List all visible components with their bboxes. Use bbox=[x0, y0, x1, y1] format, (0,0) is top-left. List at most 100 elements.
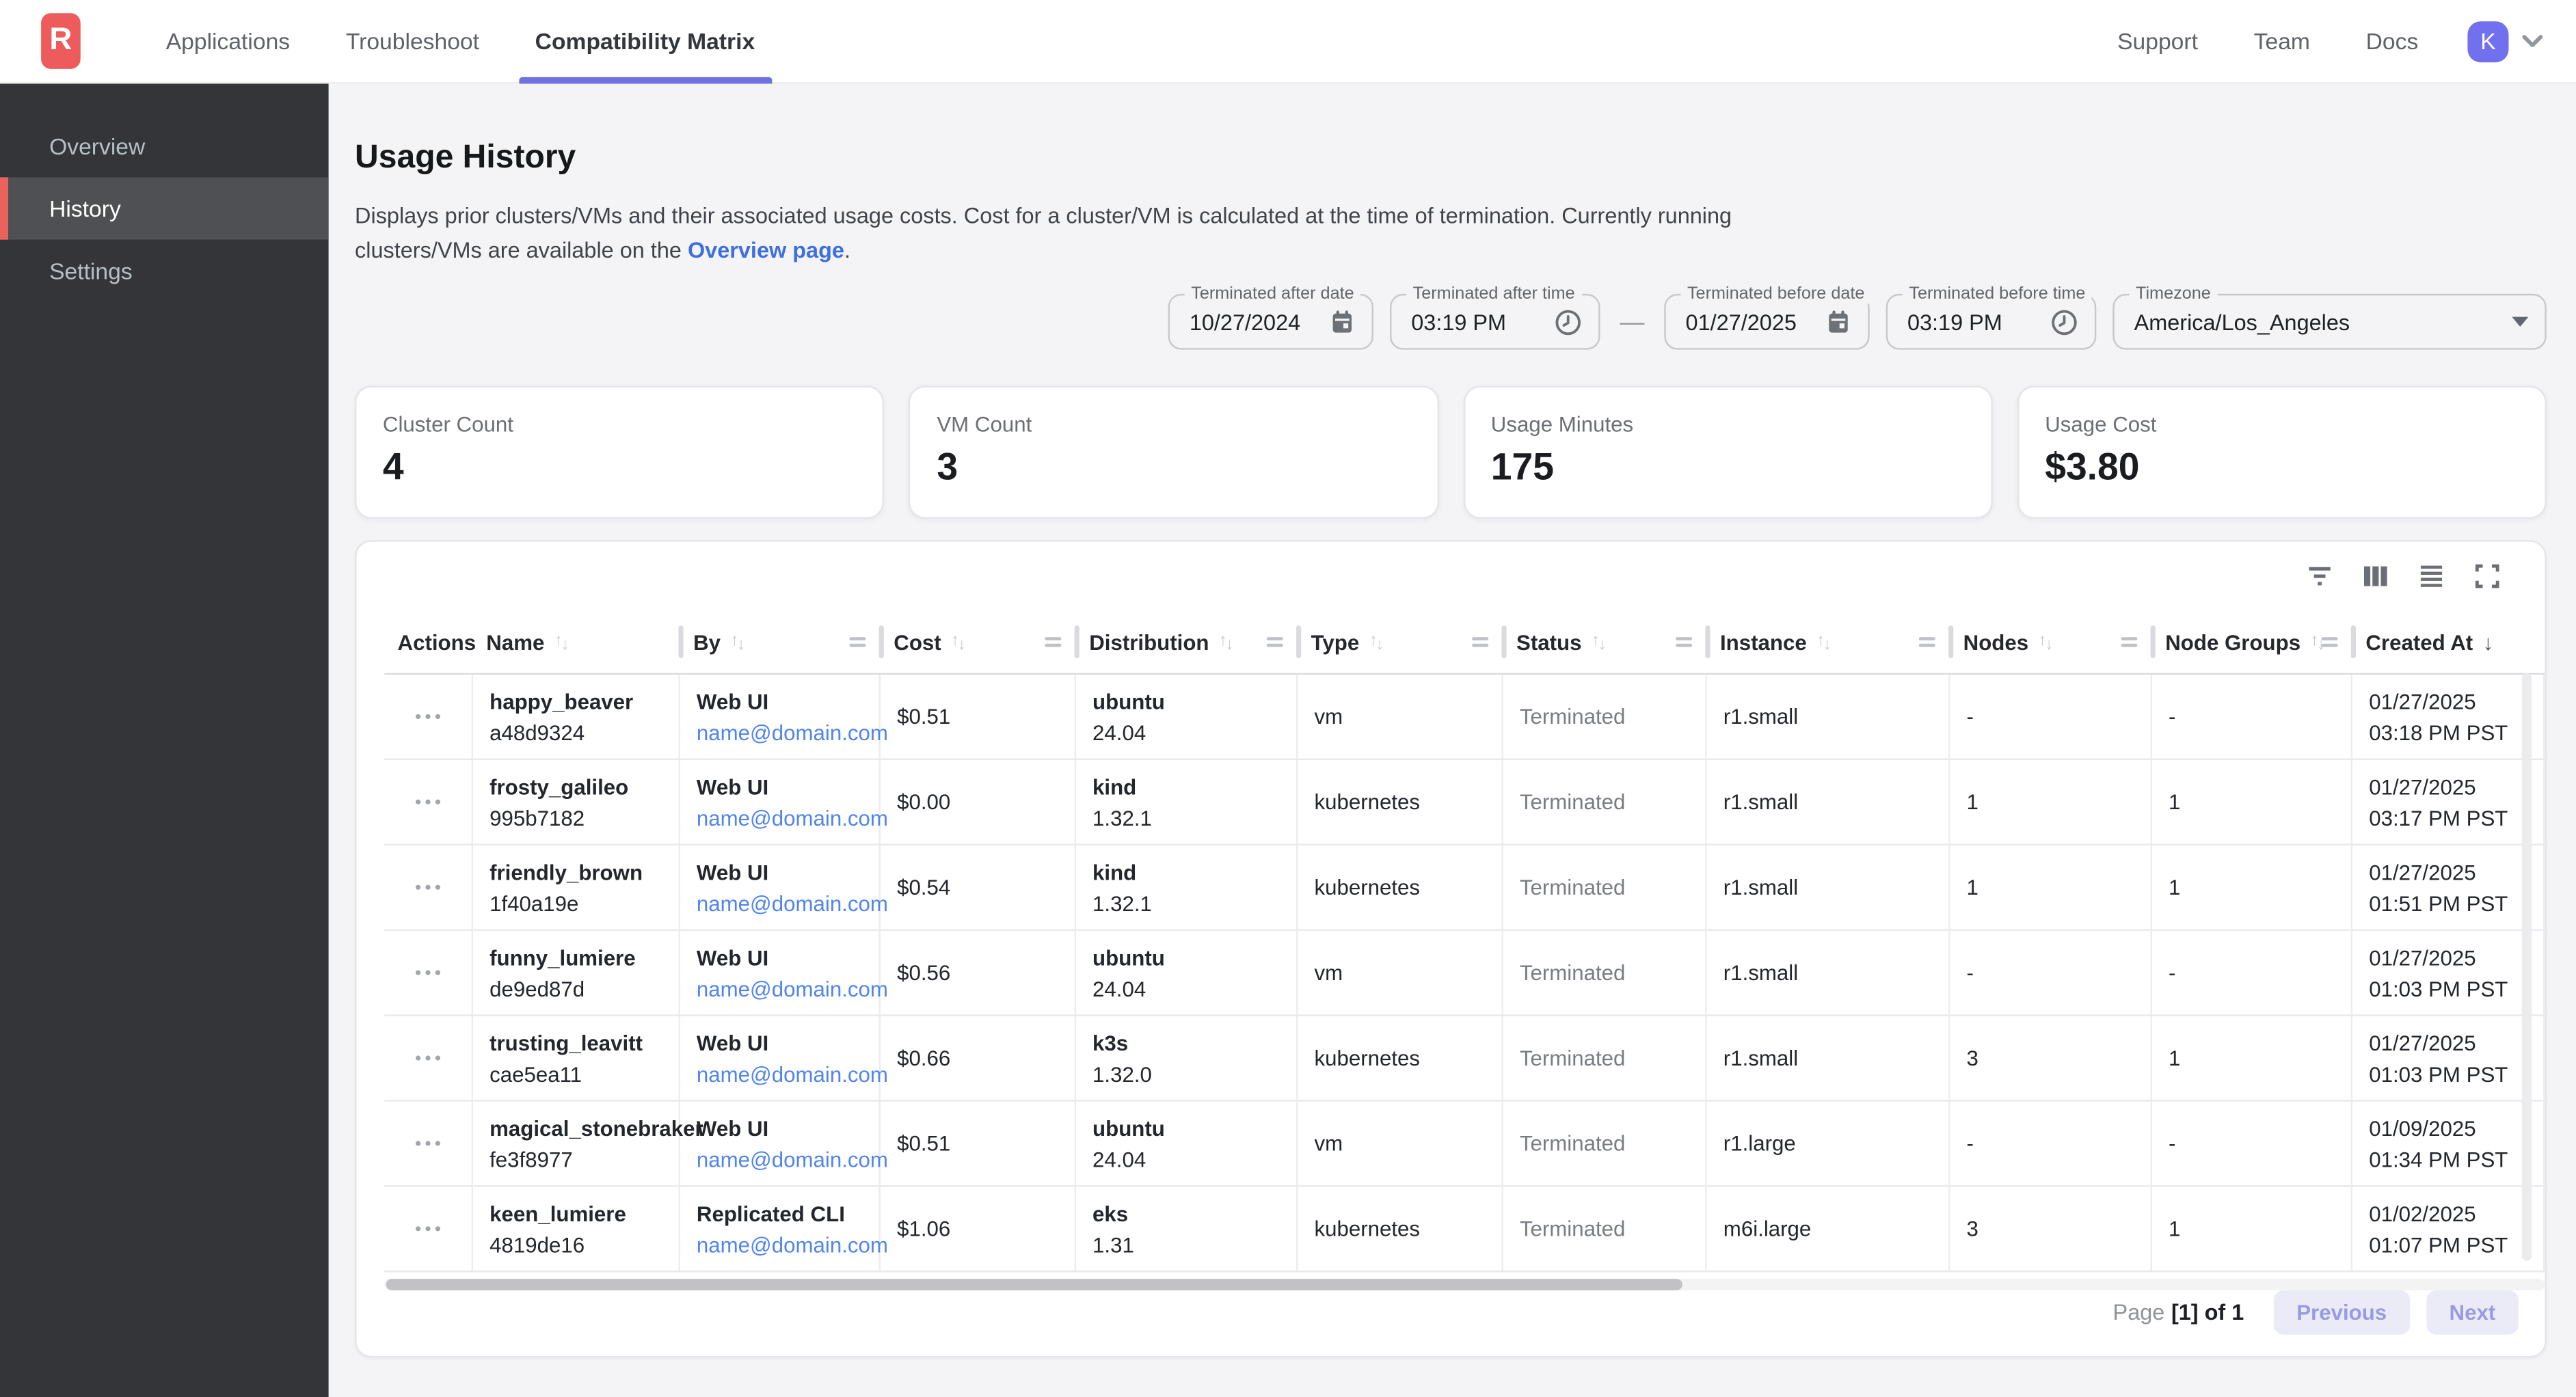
avatar[interactable]: K bbox=[2467, 21, 2509, 62]
column-resize-handle[interactable] bbox=[2121, 637, 2138, 647]
column-header-nodes[interactable]: Nodes ↑ ↓ bbox=[1950, 610, 2155, 673]
tab-compatibility-matrix[interactable]: Compatibility Matrix bbox=[507, 0, 783, 83]
pagination: Page [1] of 1 Previous Next bbox=[2113, 1290, 2519, 1335]
row-actions-button[interactable] bbox=[409, 875, 447, 900]
creator-email-link[interactable]: name@domain.com bbox=[696, 720, 888, 745]
creator-email-link[interactable]: name@domain.com bbox=[696, 1232, 888, 1257]
filter-icon[interactable] bbox=[2305, 561, 2334, 591]
column-separator[interactable] bbox=[1947, 625, 1953, 659]
instance: r1.small bbox=[1723, 704, 1799, 729]
distribution-version: 1.32.0 bbox=[1092, 1061, 1152, 1086]
sort-desc-icon: ↓ bbox=[2482, 629, 2494, 655]
column-header-node-groups[interactable]: Node Groups↑↓ bbox=[2152, 610, 2355, 673]
density-icon[interactable] bbox=[2417, 561, 2446, 591]
horizontal-scrollbar[interactable] bbox=[384, 1279, 2545, 1290]
column-separator[interactable] bbox=[1073, 625, 1079, 659]
nav-link-support[interactable]: Support bbox=[2117, 27, 2198, 55]
terminated-after-time-field[interactable]: Terminated after time 03:19 PM bbox=[1389, 284, 1600, 350]
column-resize-handle[interactable] bbox=[1676, 637, 1693, 647]
column-header-actions: Actions bbox=[397, 629, 477, 655]
column-separator[interactable] bbox=[1295, 625, 1301, 659]
vertical-scrollbar[interactable] bbox=[2521, 673, 2532, 1261]
created-time: 01:03 PM PST bbox=[2369, 975, 2508, 1001]
row-actions-button[interactable] bbox=[409, 1045, 447, 1070]
creator-email-link[interactable]: name@domain.com bbox=[696, 805, 888, 830]
column-separator[interactable] bbox=[677, 625, 683, 659]
node-groups: 1 bbox=[2169, 1045, 2181, 1071]
nav-right: Support Team Docs K bbox=[2061, 21, 2543, 62]
nodes: 1 bbox=[1966, 789, 1978, 815]
created-date: 01/27/2025 bbox=[2369, 1030, 2476, 1055]
terminated-before-time-field[interactable]: Terminated before time 03:19 PM bbox=[1886, 284, 2097, 350]
column-separator[interactable] bbox=[878, 625, 883, 659]
replicated-logo[interactable]: R bbox=[41, 13, 81, 69]
sidebar-item-overview[interactable]: Overview bbox=[49, 133, 146, 159]
distribution: eks bbox=[1092, 1200, 1129, 1226]
column-header-type[interactable]: Type ↑ ↓ bbox=[1298, 610, 1506, 673]
type: vm bbox=[1314, 960, 1343, 986]
nav-link-docs[interactable]: Docs bbox=[2365, 27, 2419, 55]
stat-value: 3 bbox=[937, 444, 958, 488]
clock-icon[interactable] bbox=[1554, 308, 1582, 336]
sidebar-item-settings[interactable]: Settings bbox=[49, 258, 133, 284]
column-resize-handle[interactable] bbox=[1266, 637, 1283, 647]
row-actions-button[interactable] bbox=[409, 1216, 447, 1241]
sort-icon: ↑↓ bbox=[951, 632, 966, 655]
creator-email-link[interactable]: name@domain.com bbox=[696, 1146, 888, 1171]
table-row: trusting_leavitt cae5ea11 Web UI name@doma… bbox=[384, 1016, 2545, 1102]
terminated-before-date-field[interactable]: Terminated before date 01/27/2025 bbox=[1664, 284, 1872, 350]
calendar-icon[interactable] bbox=[1825, 309, 1851, 335]
creator-email-link[interactable]: name@domain.com bbox=[696, 1061, 888, 1086]
chevron-down-icon[interactable] bbox=[2522, 33, 2543, 49]
column-header-status[interactable]: Status ↑ ↓ bbox=[1503, 610, 1710, 673]
calendar-icon[interactable] bbox=[1329, 309, 1355, 335]
distribution-version: 1.32.1 bbox=[1092, 891, 1152, 916]
column-separator[interactable] bbox=[2350, 625, 2355, 659]
active-tab-underline bbox=[518, 77, 772, 83]
sort-icon: ↑↓ bbox=[1816, 632, 1832, 655]
column-header-created-at[interactable]: Created At ↓ bbox=[2365, 629, 2494, 655]
instance: m6i.large bbox=[1723, 1216, 1812, 1241]
column-header-name[interactable]: Name ↑ ↓ bbox=[473, 610, 683, 673]
description-line-2: clusters/VMs are available on the Overvi… bbox=[355, 237, 851, 262]
row-actions-button[interactable] bbox=[409, 1130, 447, 1156]
created-time: 01:34 PM PST bbox=[2369, 1146, 2508, 1171]
fullscreen-icon[interactable] bbox=[2473, 561, 2502, 591]
previous-page-button[interactable]: Previous bbox=[2273, 1290, 2410, 1335]
cluster-name: happy_beaver bbox=[489, 688, 634, 714]
nav-link-team[interactable]: Team bbox=[2253, 27, 2310, 55]
creator-email-link[interactable]: name@domain.com bbox=[696, 975, 888, 1001]
row-actions-button[interactable] bbox=[409, 704, 447, 729]
column-separator[interactable] bbox=[2149, 625, 2155, 659]
tab-applications[interactable]: Applications bbox=[165, 27, 291, 55]
overview-page-link[interactable]: Overview page bbox=[687, 237, 844, 262]
column-resize-handle[interactable] bbox=[1045, 637, 1062, 647]
distribution: kind bbox=[1092, 774, 1137, 799]
horizontal-scrollbar-thumb[interactable] bbox=[386, 1279, 1682, 1290]
cluster-name: frosty_galileo bbox=[489, 774, 629, 799]
cluster-name: keen_lumiere bbox=[489, 1200, 626, 1226]
creator-email-link[interactable]: name@domain.com bbox=[696, 891, 888, 916]
terminated-after-date-field[interactable]: Terminated after date 10/27/2024 bbox=[1168, 284, 1373, 350]
column-resize-handle[interactable] bbox=[849, 637, 866, 647]
column-resize-handle[interactable] bbox=[2321, 637, 2338, 647]
column-separator[interactable] bbox=[1704, 625, 1710, 659]
sidebar-item-history[interactable]: History bbox=[0, 177, 329, 240]
cost: $0.56 bbox=[897, 960, 951, 986]
column-header-by[interactable]: By ↑ ↓ bbox=[680, 610, 883, 673]
column-header-distribution[interactable]: Distribution ↑ ↓ bbox=[1076, 610, 1301, 673]
row-actions-button[interactable] bbox=[409, 789, 447, 815]
timezone-select[interactable]: Timezone America/Los_Angeles bbox=[2112, 284, 2547, 350]
column-header-cost[interactable]: Cost ↑ ↓ bbox=[881, 610, 1079, 673]
column-resize-handle[interactable] bbox=[1918, 637, 1935, 647]
column-header-instance[interactable]: Instance ↑ ↓ bbox=[1707, 610, 1953, 673]
clock-icon[interactable] bbox=[2050, 308, 2078, 336]
table-row: frosty_galileo 995b7182 Web UI name@domain… bbox=[384, 760, 2545, 845]
tab-troubleshoot[interactable]: Troubleshoot bbox=[345, 27, 479, 55]
next-page-button[interactable]: Next bbox=[2426, 1290, 2519, 1335]
column-resize-handle[interactable] bbox=[1472, 637, 1489, 647]
row-actions-button[interactable] bbox=[409, 960, 447, 985]
cluster-id: fe3f8977 bbox=[489, 1146, 573, 1171]
columns-icon[interactable] bbox=[2361, 561, 2390, 591]
column-separator[interactable] bbox=[1501, 625, 1506, 659]
